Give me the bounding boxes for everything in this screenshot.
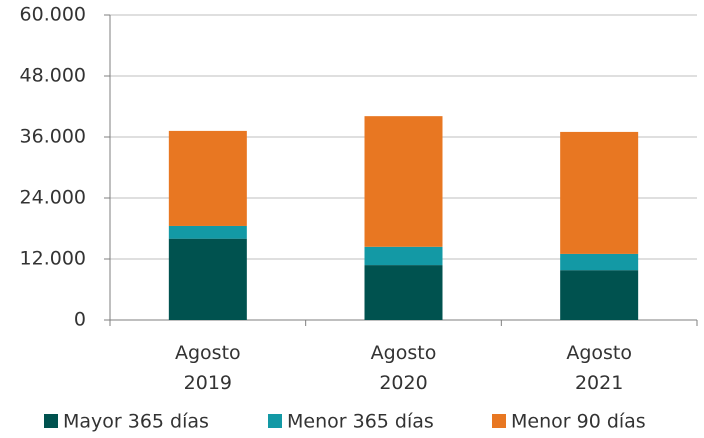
bar-segment bbox=[560, 131, 639, 254]
legend-label: Menor 365 días bbox=[287, 411, 434, 433]
x-tick-label: Agosto 2021 bbox=[566, 342, 632, 394]
legend-label: Menor 90 días bbox=[511, 411, 646, 433]
bar-segment bbox=[168, 225, 247, 239]
y-tick-label: 24.000 bbox=[20, 187, 86, 209]
legend-swatch bbox=[492, 414, 506, 428]
y-tick-label: 60.000 bbox=[20, 4, 86, 26]
legend-swatch bbox=[44, 414, 58, 428]
legend-label: Mayor 365 días bbox=[63, 411, 209, 433]
bar-segment bbox=[364, 246, 443, 266]
legend-swatch bbox=[268, 414, 282, 428]
y-tick-label: 36.000 bbox=[20, 126, 86, 148]
y-tick-label: 48.000 bbox=[20, 65, 86, 87]
bar-segment bbox=[560, 270, 639, 320]
y-tick-label: 12.000 bbox=[20, 248, 86, 270]
bar-segment bbox=[168, 238, 247, 320]
bar-segment bbox=[168, 130, 247, 226]
bar-segment bbox=[364, 265, 443, 320]
bar-segment bbox=[560, 253, 639, 271]
y-tick-label: 0 bbox=[74, 309, 86, 331]
x-tick-label: Agosto 2019 bbox=[175, 342, 241, 394]
x-tick-label: Agosto 2020 bbox=[370, 342, 437, 394]
bar-segment bbox=[364, 116, 443, 247]
